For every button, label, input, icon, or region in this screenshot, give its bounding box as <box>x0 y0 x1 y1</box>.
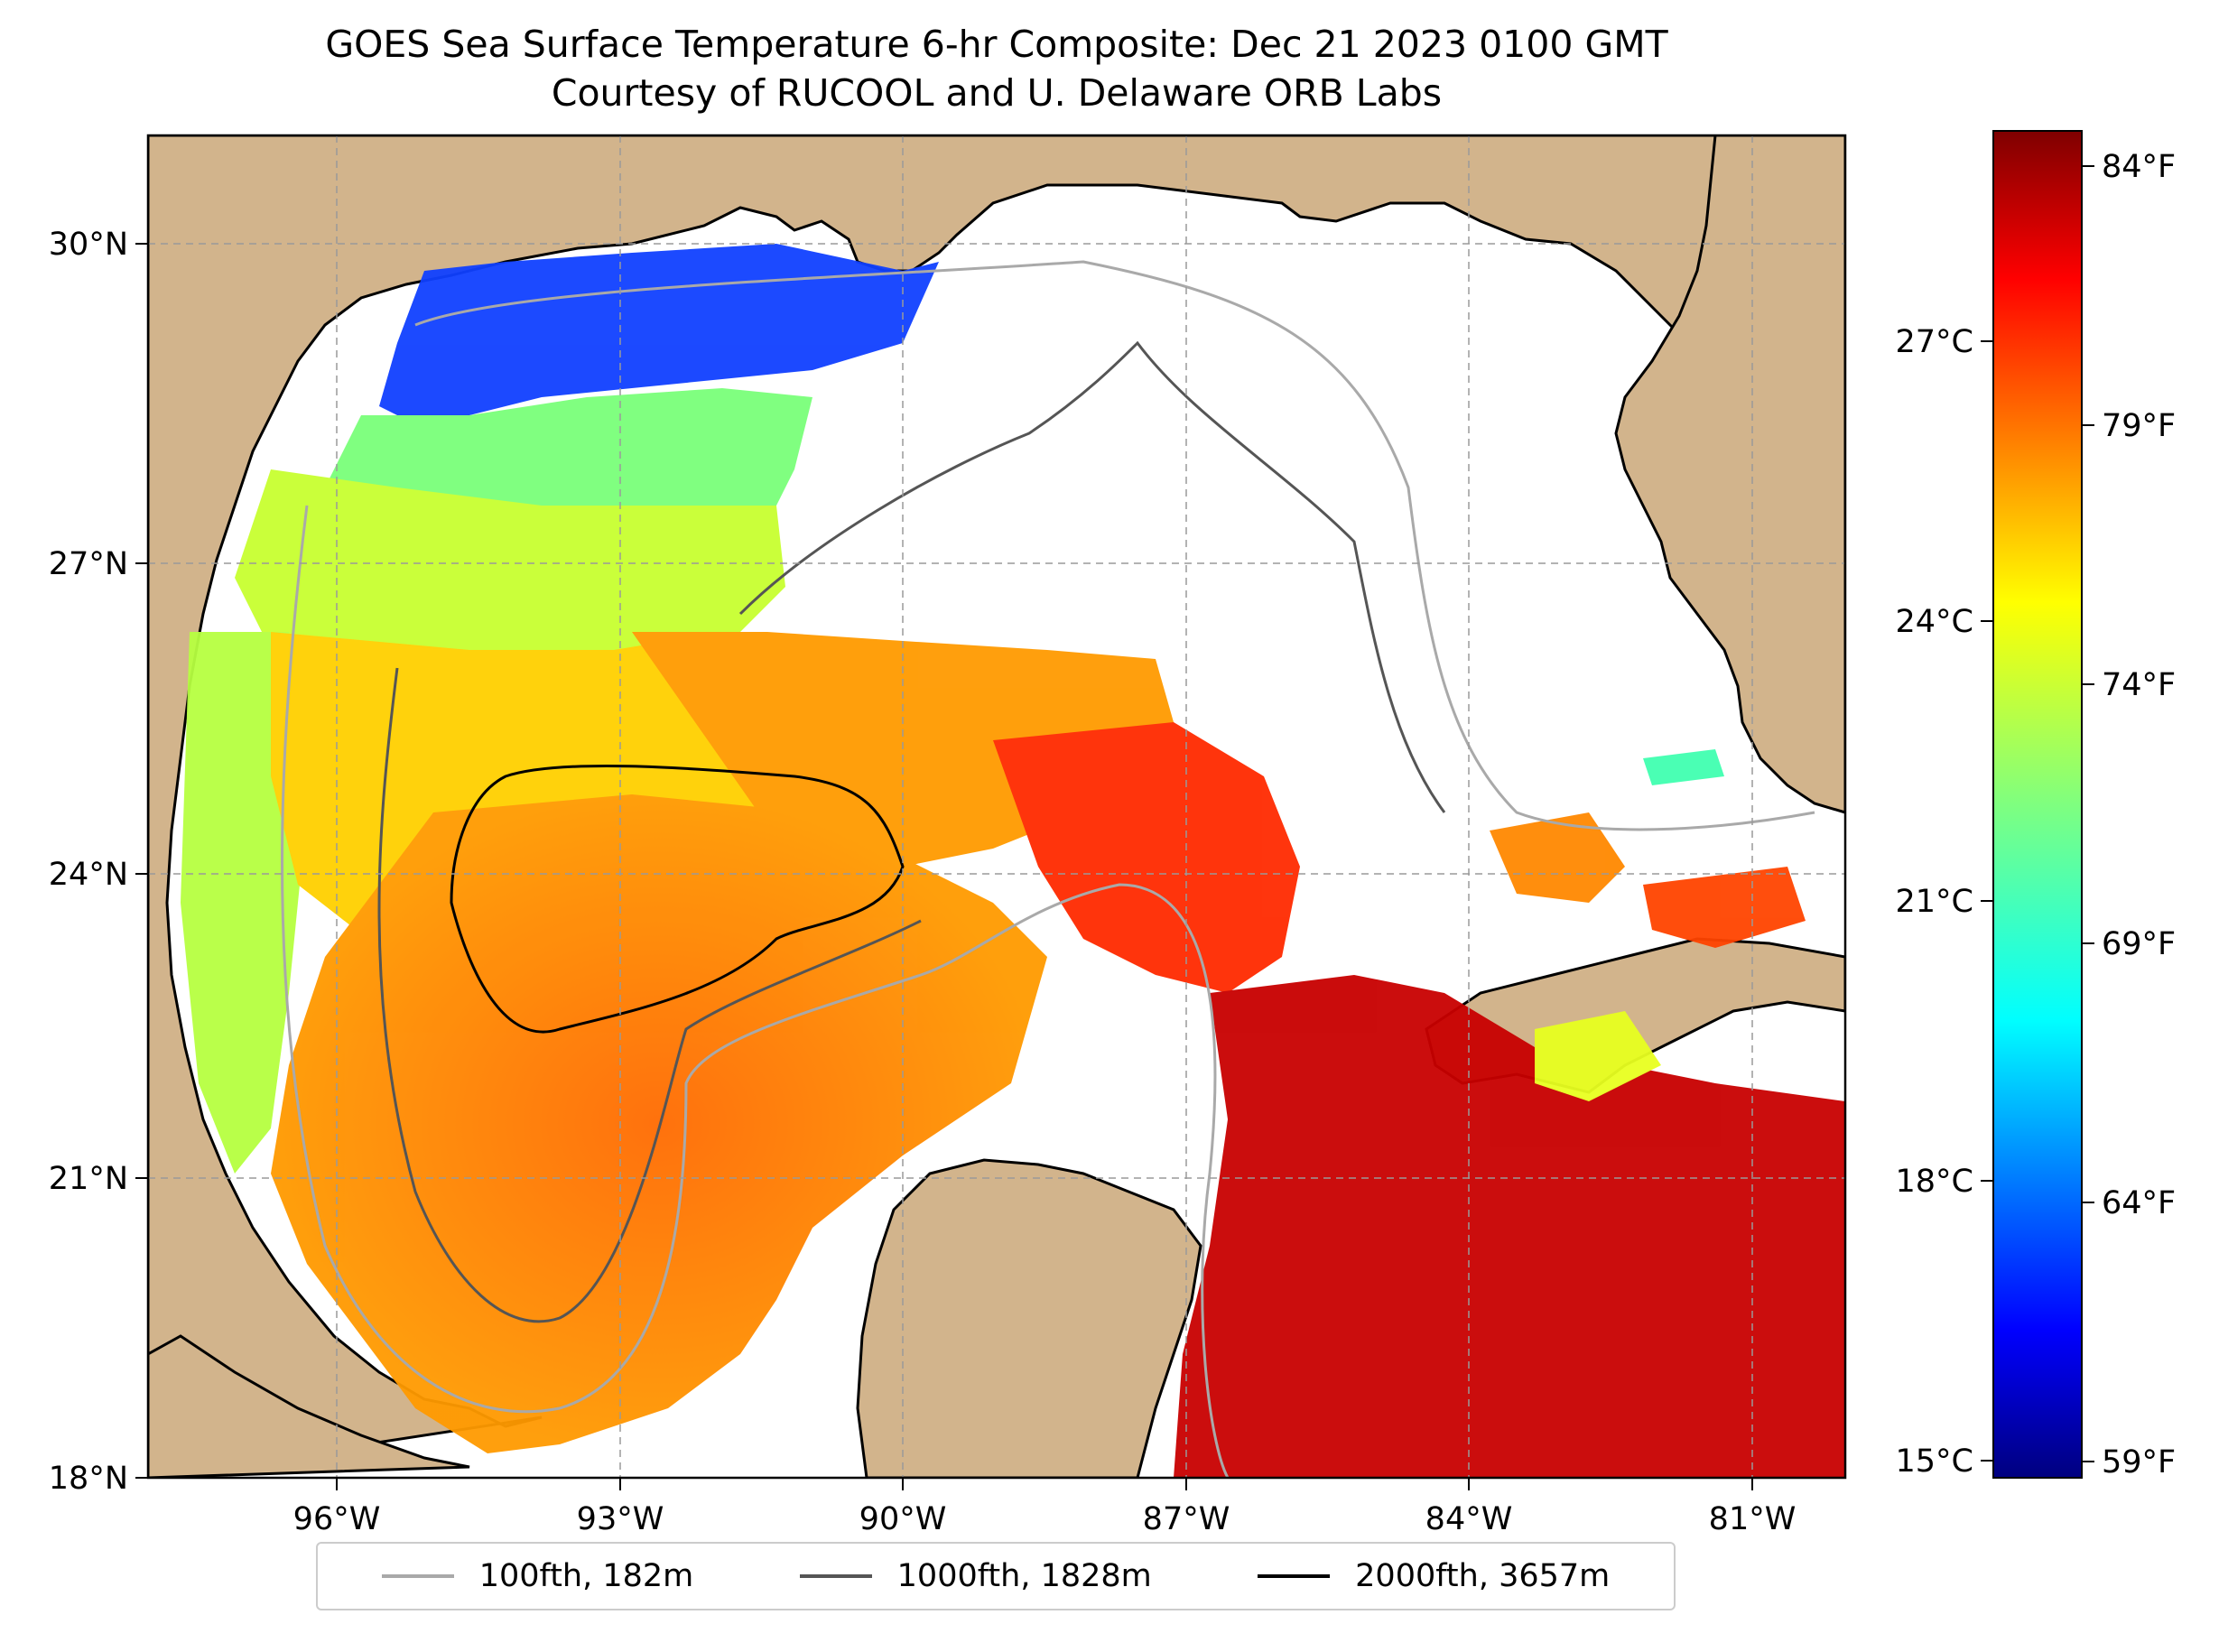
lon-tick-label: 87°W <box>1143 1501 1230 1537</box>
colorbar-c-label: 21°C <box>1896 884 1973 920</box>
colorbar-f-label: 79°F <box>2102 408 2176 444</box>
lat-tick-label: 24°N <box>49 857 128 893</box>
map-frame <box>146 134 1847 1480</box>
lon-tick-label: 84°W <box>1425 1501 1513 1537</box>
map-subtitle: Courtesy of RUCOOL and U. Delaware ORB L… <box>551 71 1443 115</box>
lon-tick-label: 90°W <box>859 1501 947 1537</box>
map-title: GOES Sea Surface Temperature 6-hr Compos… <box>325 23 1668 66</box>
colorbar-c-label: 15°C <box>1896 1443 1973 1480</box>
lon-tick-label: 96°W <box>293 1501 381 1537</box>
colorbar-f-label: 74°F <box>2102 667 2176 703</box>
colorbar-f-ticks <box>2082 165 2094 1462</box>
lat-axis <box>135 243 148 1479</box>
bathymetry-contours <box>281 260 1815 1478</box>
colorbar-c-label: 18°C <box>1896 1164 1973 1200</box>
colorbar <box>1992 130 2083 1479</box>
contour-legend: 100fth, 182m 1000fth, 1828m 2000fth, 365… <box>316 1542 1676 1610</box>
yucatan-peninsula <box>856 1158 1202 1478</box>
legend-line-swatch <box>799 1574 872 1578</box>
gridlines <box>148 135 1845 1478</box>
lat-tick-label: 27°N <box>49 546 128 582</box>
lat-tick-label: 18°N <box>49 1461 128 1497</box>
colorbar-c-label: 27°C <box>1896 324 1973 360</box>
us-mexico-coast <box>148 135 1845 1478</box>
lon-axis <box>336 1478 1753 1490</box>
colorbar-f-label: 64°F <box>2102 1185 2176 1221</box>
lon-tick-label: 81°W <box>1709 1501 1797 1537</box>
colorbar-f-label: 84°F <box>2102 149 2176 185</box>
lat-tick-label: 30°N <box>49 227 128 263</box>
map-canvas <box>148 135 1845 1478</box>
legend-label: 1000fth, 1828m <box>896 1558 1152 1594</box>
lon-tick-label: 93°W <box>577 1501 664 1537</box>
legend-item-100fth: 100fth, 182m <box>381 1558 694 1594</box>
legend-line-swatch <box>381 1574 454 1578</box>
mexico-south <box>148 1334 470 1478</box>
legend-line-swatch <box>1258 1574 1331 1578</box>
legend-label: 2000fth, 3657m <box>1355 1558 1611 1594</box>
legend-label: 100fth, 182m <box>478 1558 694 1594</box>
colorbar-f-label: 59°F <box>2102 1444 2176 1480</box>
lat-tick-label: 21°N <box>49 1161 128 1197</box>
florida <box>1614 135 1845 814</box>
colorbar-c-label: 24°C <box>1896 604 1973 640</box>
colorbar-f-label: 69°F <box>2102 926 2176 962</box>
colorbar-c-ticks <box>1981 340 1993 1462</box>
legend-item-1000fth: 1000fth, 1828m <box>799 1558 1152 1594</box>
legend-item-2000fth: 2000fth, 3657m <box>1258 1558 1610 1594</box>
